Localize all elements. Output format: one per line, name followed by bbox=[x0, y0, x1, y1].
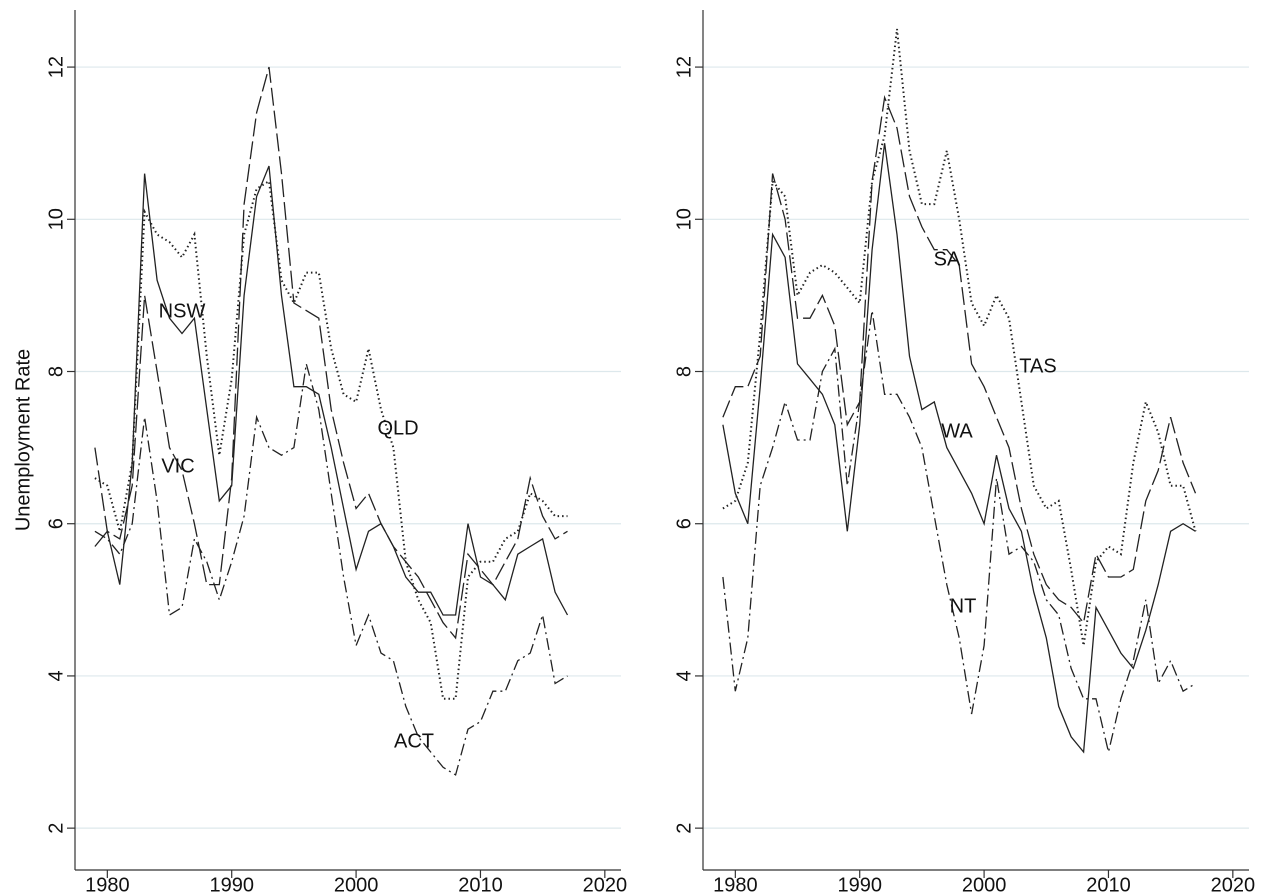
y-tick-label: 2 bbox=[673, 823, 695, 834]
x-tick-label: 2000 bbox=[962, 874, 1007, 896]
series-label: WA bbox=[941, 420, 973, 442]
series-label: QLD bbox=[377, 417, 418, 439]
x-tick-label: 2010 bbox=[1086, 874, 1131, 896]
x-tick-label: 2000 bbox=[334, 874, 379, 896]
y-tick-label: 4 bbox=[673, 670, 695, 681]
x-tick-label: 2020 bbox=[583, 874, 628, 896]
series-label: SA bbox=[934, 248, 961, 270]
y-tick-label: 10 bbox=[673, 208, 695, 230]
series-line bbox=[94, 179, 568, 700]
y-tick-label: 8 bbox=[45, 366, 67, 377]
series-label: TAS bbox=[1019, 355, 1056, 377]
y-tick-label: 6 bbox=[45, 518, 67, 529]
y-axis-label: Unemployment Rate bbox=[12, 349, 34, 531]
y-tick-label: 6 bbox=[673, 518, 695, 529]
series-line bbox=[94, 66, 568, 640]
series-line bbox=[722, 28, 1197, 646]
x-tick-label: 1990 bbox=[209, 874, 254, 896]
series-line bbox=[722, 310, 1196, 753]
x-tick-label: 1980 bbox=[85, 874, 130, 896]
x-tick-label: 1990 bbox=[837, 874, 882, 896]
y-tick-label: 10 bbox=[45, 208, 67, 230]
series-label: NSW bbox=[159, 300, 206, 322]
series-line bbox=[722, 143, 1196, 754]
series-label: VIC bbox=[161, 455, 194, 477]
series-label: NT bbox=[950, 595, 977, 617]
y-tick-label: 12 bbox=[45, 56, 67, 78]
y-tick-label: 8 bbox=[673, 366, 695, 377]
y-tick-label: 2 bbox=[45, 823, 67, 834]
y-tick-label: 12 bbox=[673, 56, 695, 78]
x-tick-label: 2010 bbox=[458, 874, 503, 896]
series-label: ACT bbox=[394, 730, 434, 752]
x-tick-label: 2020 bbox=[1211, 874, 1256, 896]
series-line bbox=[94, 165, 569, 616]
series-line bbox=[722, 95, 1197, 625]
x-tick-label: 1980 bbox=[713, 874, 758, 896]
y-tick-label: 4 bbox=[45, 670, 67, 681]
series-line bbox=[94, 363, 568, 776]
